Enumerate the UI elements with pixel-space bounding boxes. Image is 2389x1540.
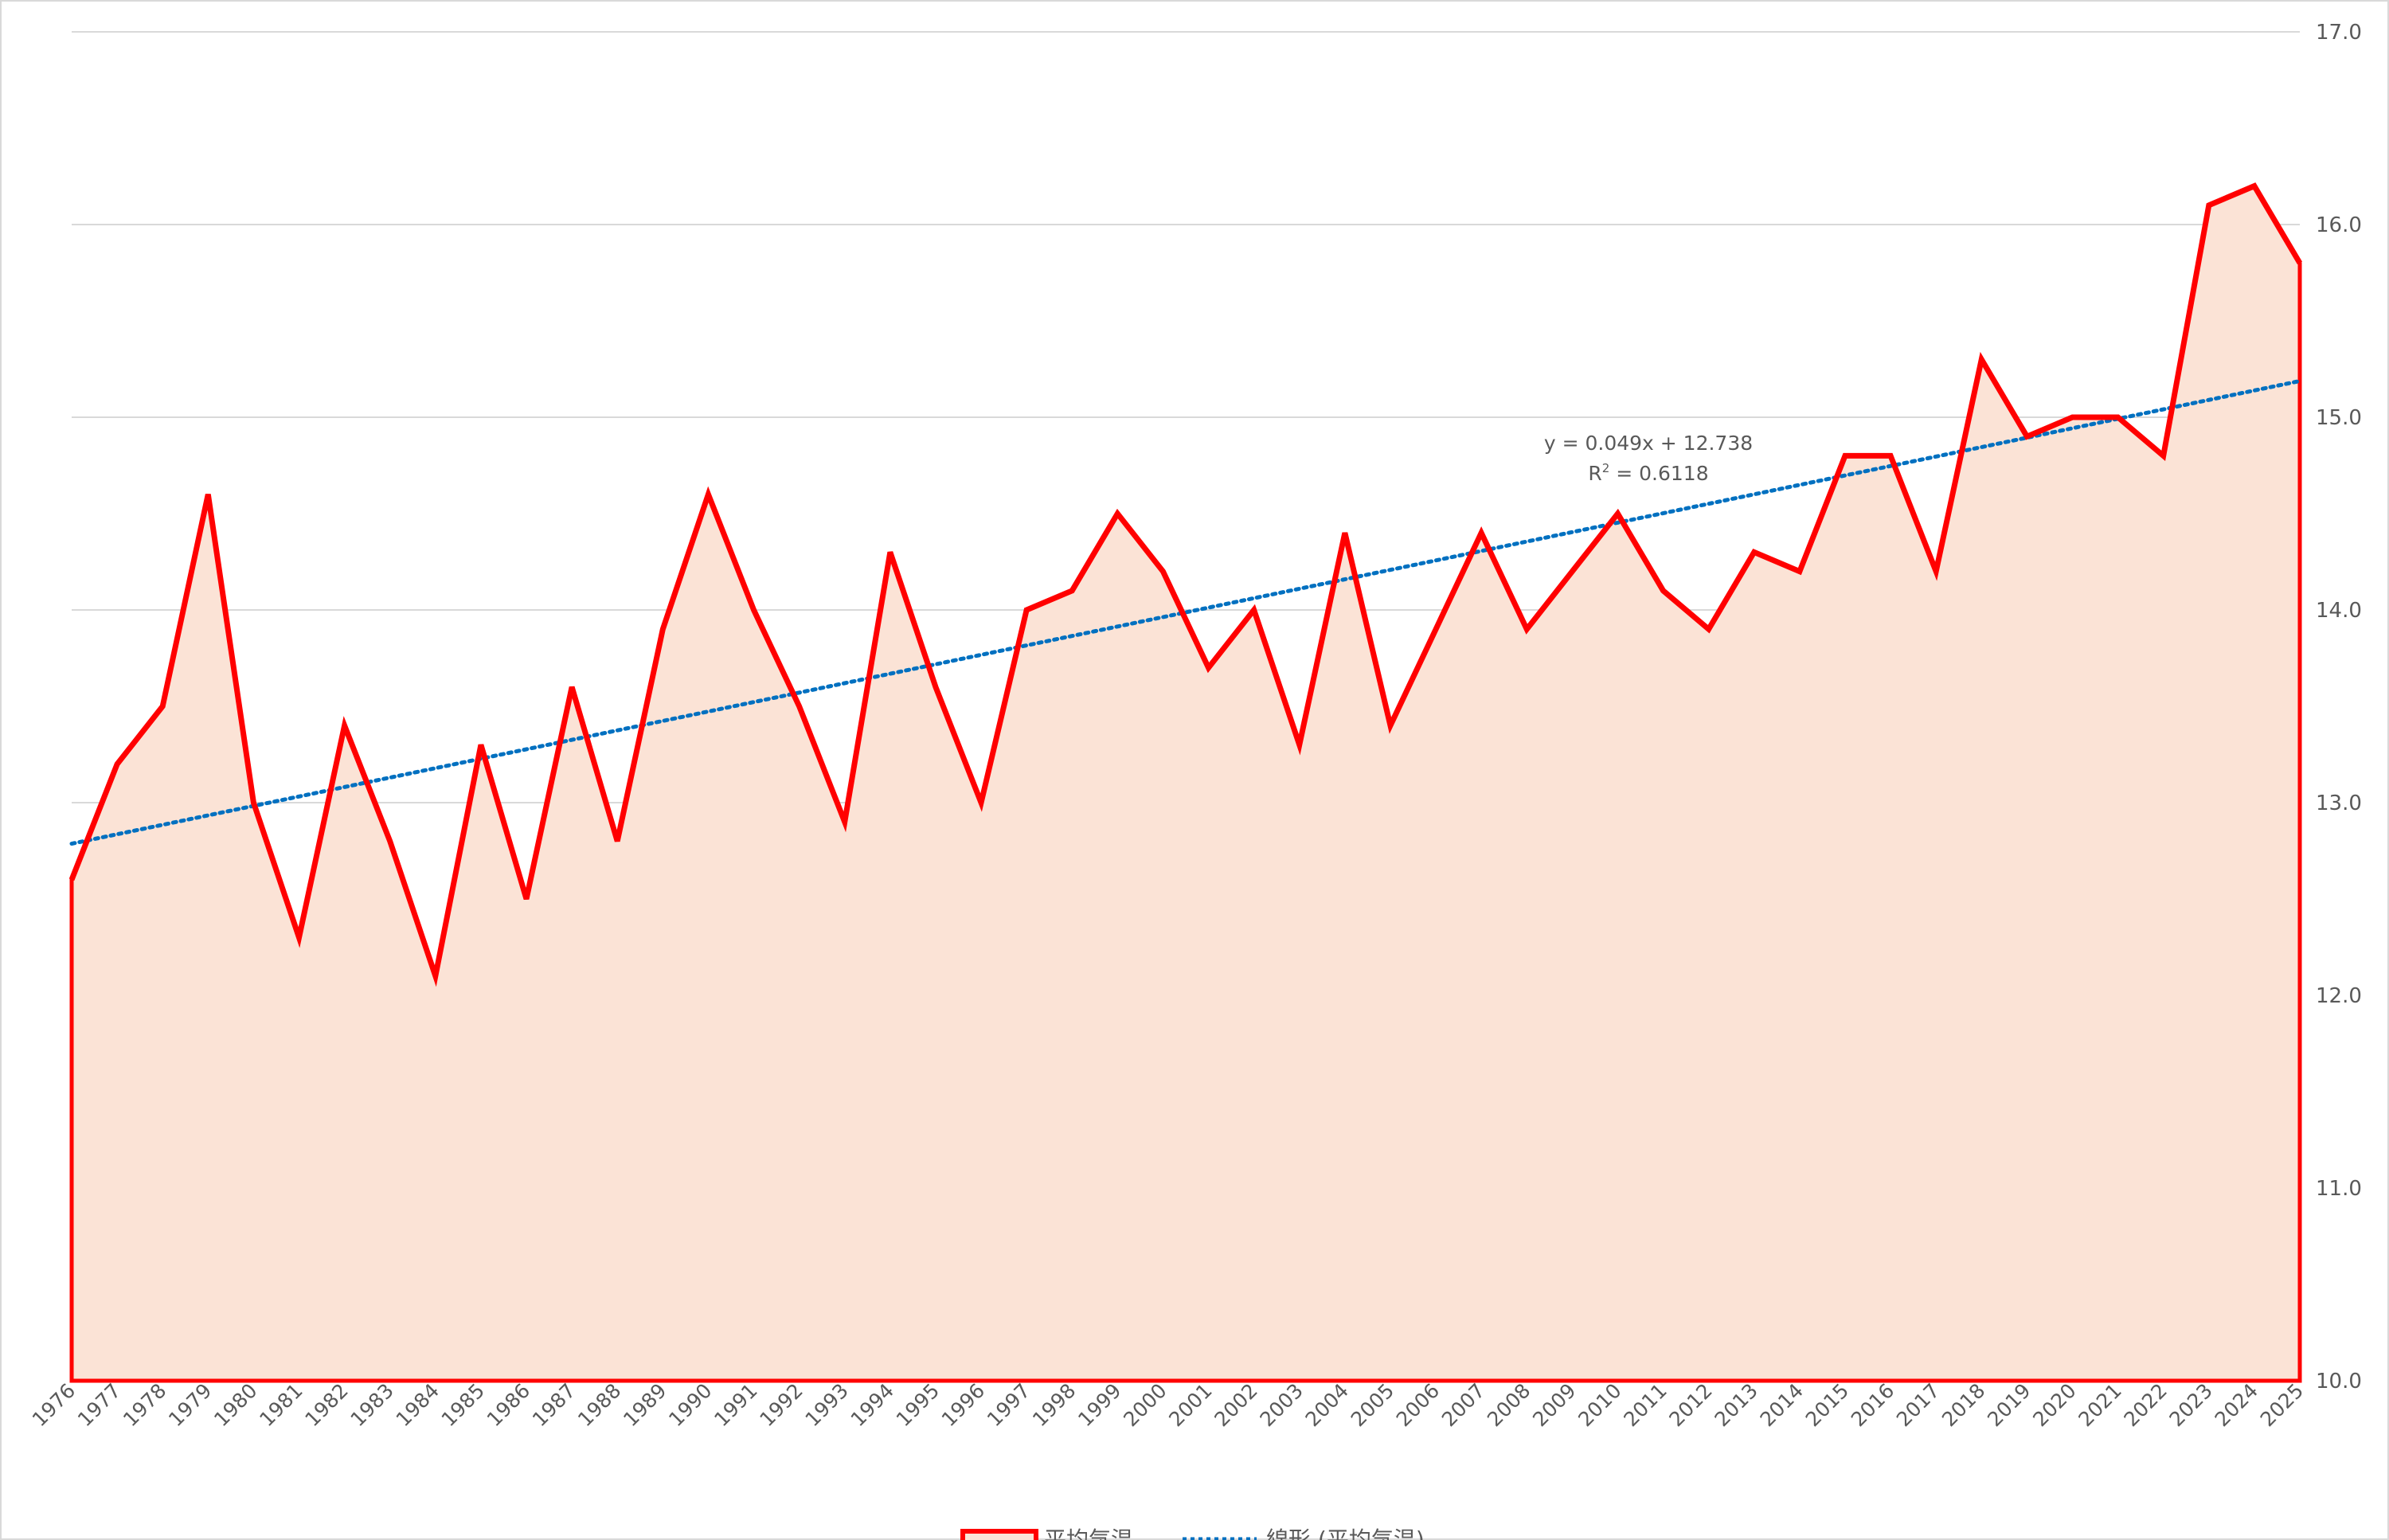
x-tick-label: 2001 [1164,1379,1216,1431]
x-tick-label: 1980 [209,1379,261,1431]
x-tick-label: 2004 [1301,1379,1353,1431]
y-tick-label: 14.0 [2316,599,2362,623]
x-tick-label: 1994 [847,1379,898,1431]
y-tick-label: 15.0 [2316,406,2362,430]
x-tick-label: 2017 [1892,1379,1944,1431]
x-tick-label: 1992 [755,1379,807,1431]
x-tick-label: 2003 [1256,1379,1308,1431]
y-axis-tick-labels: 10.0 11.0 12.0 13.0 14.0 15.0 16.0 17.0 [2316,21,2362,1393]
x-tick-label: 1978 [119,1379,170,1431]
x-tick-label: 2021 [2074,1379,2125,1431]
legend-swatch-average-temperature [960,1529,1038,1540]
x-axis-tick-labels: 1976197719781979198019811982198319841985… [28,1379,2308,1431]
x-tick-label: 2011 [1619,1379,1671,1431]
x-tick-label: 1991 [710,1379,761,1431]
series-line-path [68,182,2303,987]
x-tick-label: 1995 [892,1379,944,1431]
x-tick-label: 2020 [2028,1379,2080,1431]
x-tick-label: 1979 [164,1379,216,1431]
x-tick-label: 1981 [255,1379,307,1431]
x-tick-label: 1989 [619,1379,671,1431]
trendline-r-squared: R2 = 0.6118 [1588,461,1708,485]
x-tick-label: 2009 [1528,1379,1580,1431]
x-tick-label: 2022 [2119,1379,2171,1431]
x-tick-label: 1996 [937,1379,989,1431]
x-tick-label: 2018 [1937,1379,1989,1431]
x-tick-label: 2019 [1983,1379,2035,1431]
trendline-line [69,379,2302,846]
legend: 平均気温 線形 (平均気温) [960,1526,1425,1540]
trendline-equation: y = 0.049x + 12.738 [1544,432,1753,455]
legend-label-trendline: 線形 (平均気温) [1266,1526,1425,1540]
x-tick-label: 2016 [1847,1379,1898,1431]
x-tick-label: 1986 [483,1379,534,1431]
x-tick-label: 1990 [664,1379,716,1431]
x-tick-label: 2023 [2165,1379,2217,1431]
x-tick-label: 2014 [1756,1379,1808,1431]
series-area [69,183,2302,1383]
x-tick-label: 1985 [437,1379,489,1431]
x-tick-label: 1977 [73,1379,125,1431]
x-tick-label: 1988 [573,1379,625,1431]
series-area-fill [69,183,2302,1383]
x-tick-label: 1997 [983,1379,1034,1431]
y-tick-label: 10.0 [2316,1370,2362,1393]
x-tick-label: 1999 [1073,1379,1125,1431]
y-tick-label: 12.0 [2316,984,2362,1008]
x-tick-label: 2012 [1664,1379,1716,1431]
x-tick-label: 2008 [1483,1379,1535,1431]
y-tick-label: 17.0 [2316,21,2362,45]
x-tick-label: 1993 [800,1379,852,1431]
y-tick-label: 16.0 [2316,213,2362,237]
x-tick-label: 1987 [528,1379,580,1431]
y-tick-label: 11.0 [2316,1177,2362,1201]
x-tick-label: 2005 [1347,1379,1398,1431]
x-tick-label: 2024 [2211,1379,2262,1431]
x-tick-label: 2025 [2256,1379,2308,1431]
x-tick-label: 2010 [1574,1379,1625,1431]
x-tick-label: 1998 [1028,1379,1080,1431]
x-tick-label: 1976 [28,1379,80,1431]
x-tick-label: 2006 [1392,1379,1444,1431]
x-tick-label: 1984 [392,1379,444,1431]
x-tick-label: 2007 [1437,1379,1489,1431]
x-tick-label: 2000 [1119,1379,1171,1431]
trendline [69,379,2302,846]
x-tick-label: 2013 [1711,1379,1762,1431]
series-line [68,182,2303,987]
x-tick-label: 1982 [300,1379,352,1431]
y-tick-label: 13.0 [2316,791,2362,815]
x-tick-label: 2015 [1801,1379,1853,1431]
legend-label-average-temperature: 平均気温 [1044,1526,1133,1540]
x-tick-label: 2002 [1210,1379,1261,1431]
x-tick-label: 1983 [346,1379,397,1431]
